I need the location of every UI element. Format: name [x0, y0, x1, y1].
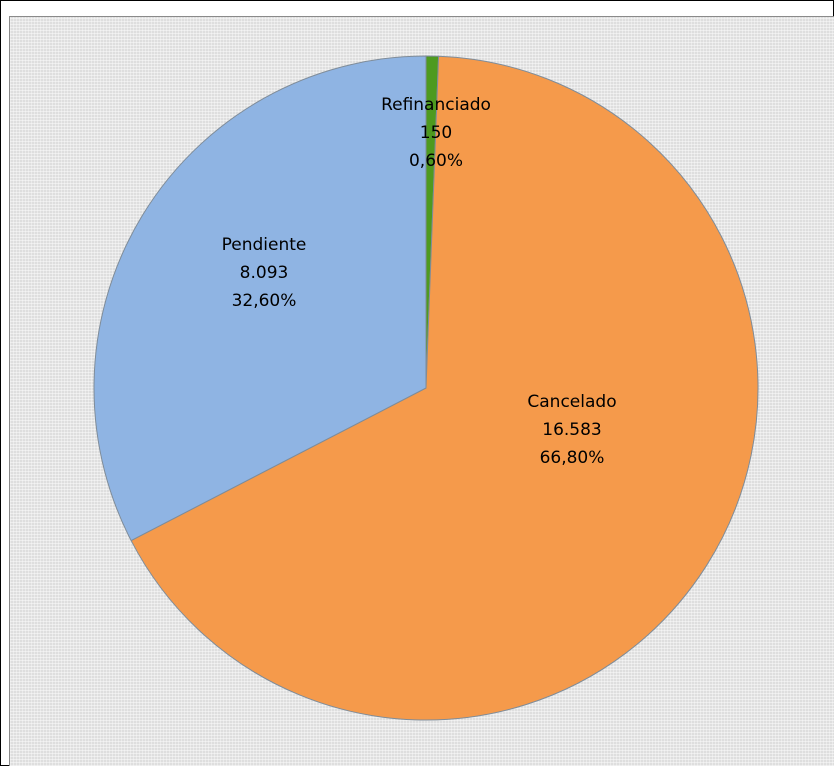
slice-label-value-cancelado: 16.583 [542, 420, 601, 440]
slice-label-name-cancelado: Cancelado [527, 392, 616, 412]
slice-label-name-refinanciado: Refinanciado [381, 95, 491, 115]
slice-label-percent-refinanciado: 0,60% [409, 151, 463, 171]
slice-label-percent-pendiente: 32,60% [232, 291, 297, 311]
slice-label-percent-cancelado: 66,80% [540, 448, 605, 468]
pie-slice-pendiente [93, 55, 427, 542]
slice-label-value-pendiente: 8.093 [240, 263, 289, 283]
slice-label-name-pendiente: Pendiente [222, 235, 307, 255]
pie-slice-cancelado [130, 55, 759, 721]
slice-label-value-refinanciado: 150 [420, 123, 452, 143]
